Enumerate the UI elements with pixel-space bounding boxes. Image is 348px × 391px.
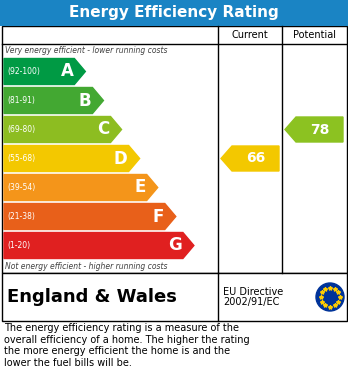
Text: (81-91): (81-91) [7,96,35,105]
Polygon shape [4,174,158,201]
Text: G: G [168,237,182,255]
Text: England & Wales: England & Wales [7,288,177,306]
Text: Current: Current [232,30,268,40]
Text: F: F [152,208,164,226]
Text: (69-80): (69-80) [7,125,35,134]
Text: Not energy efficient - higher running costs: Not energy efficient - higher running co… [5,262,167,271]
Text: (1-20): (1-20) [7,241,30,250]
Text: 66: 66 [246,151,265,165]
Text: D: D [114,149,128,167]
Polygon shape [285,117,343,142]
Bar [0,0,348,26]
Text: A: A [61,63,73,81]
Polygon shape [4,117,121,142]
Polygon shape [4,59,85,84]
Text: Potential: Potential [293,30,335,40]
Text: Energy Efficiency Rating: Energy Efficiency Rating [69,5,279,20]
Polygon shape [4,203,176,230]
Text: (21-38): (21-38) [7,212,35,221]
Polygon shape [221,146,279,171]
Text: B: B [79,91,92,109]
Text: (55-68): (55-68) [7,154,35,163]
Text: 78: 78 [310,122,329,136]
Text: (92-100): (92-100) [7,67,40,76]
Text: Very energy efficient - lower running costs: Very energy efficient - lower running co… [5,46,167,55]
Bar [2,273,347,321]
Circle shape [316,283,344,311]
Polygon shape [4,145,140,172]
Text: C: C [97,120,110,138]
Polygon shape [4,233,194,258]
Bar [2,26,347,273]
Text: (39-54): (39-54) [7,183,35,192]
Text: The energy efficiency rating is a measure of the
overall efficiency of a home. T: The energy efficiency rating is a measur… [4,323,250,368]
Text: E: E [134,179,146,197]
Text: EU Directive: EU Directive [223,287,283,297]
Text: 2002/91/EC: 2002/91/EC [223,297,279,307]
Polygon shape [4,88,103,113]
